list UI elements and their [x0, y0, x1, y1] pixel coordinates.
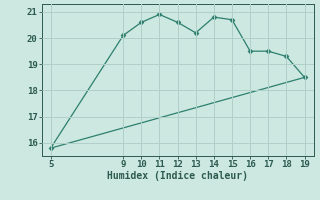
- X-axis label: Humidex (Indice chaleur): Humidex (Indice chaleur): [107, 171, 248, 181]
